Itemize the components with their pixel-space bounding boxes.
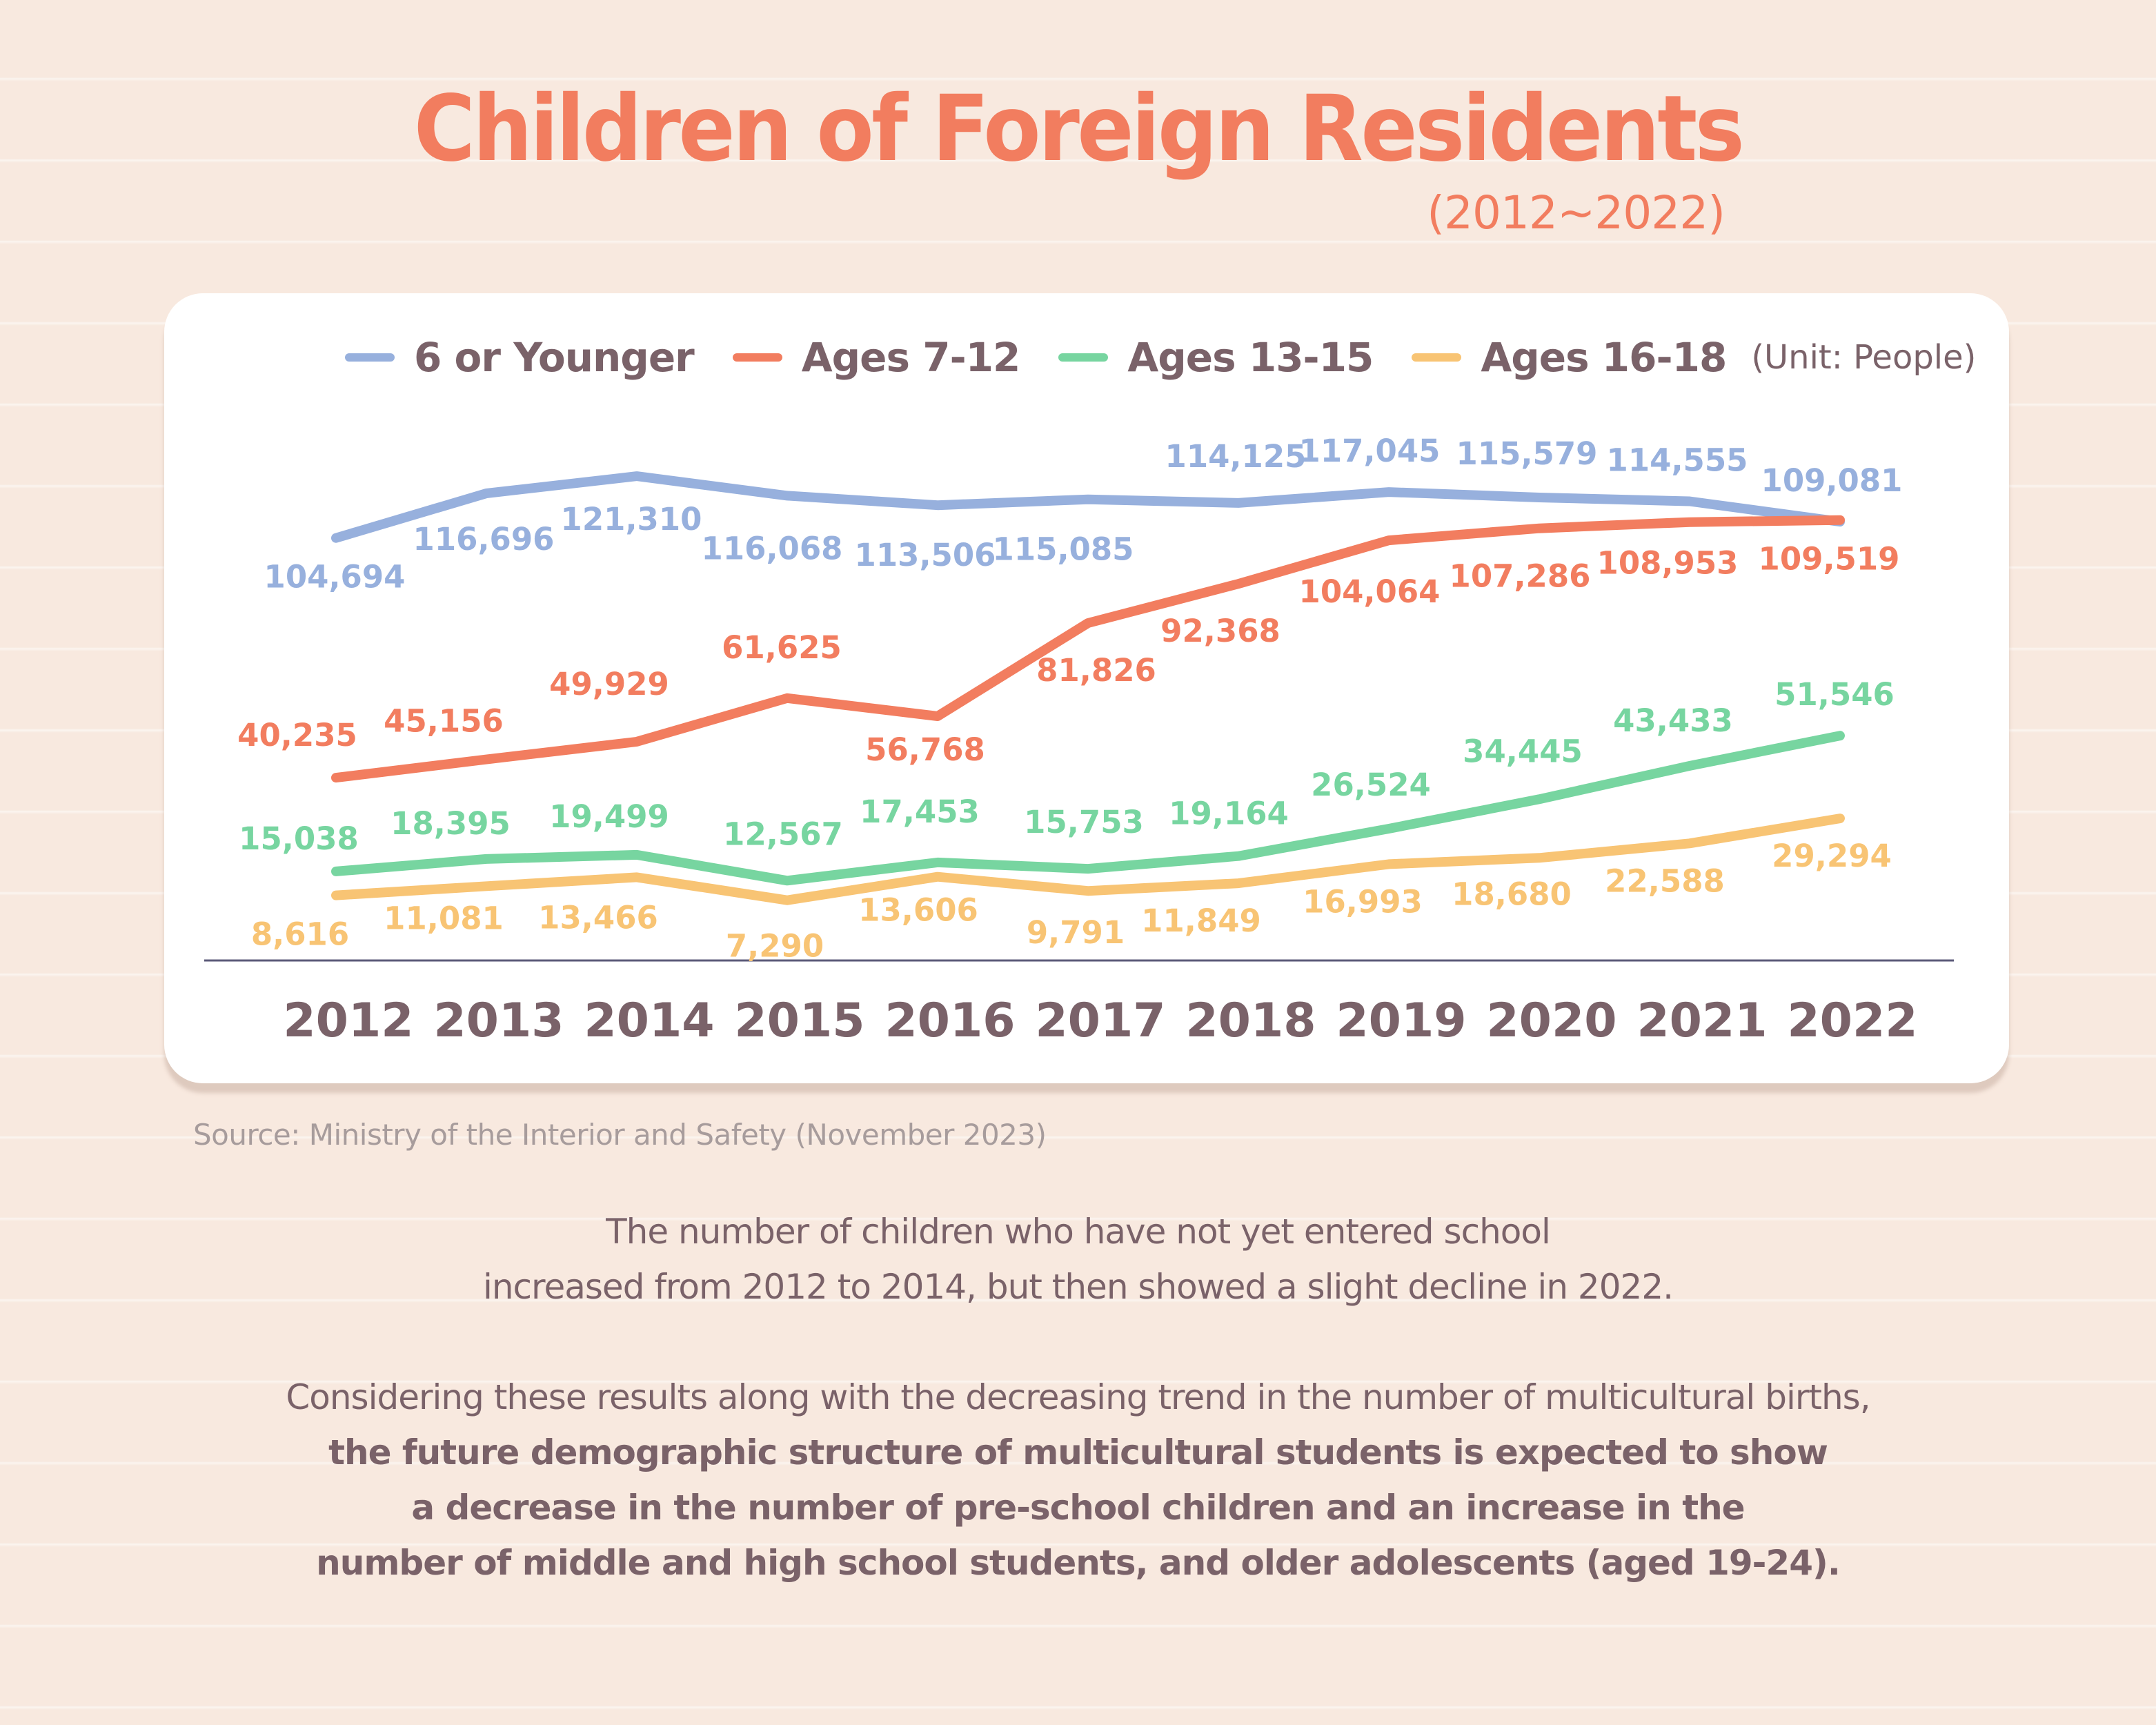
data-label: 108,953 bbox=[1597, 545, 1739, 582]
summary-bold-line: the future demographic structure of mult… bbox=[328, 1432, 1828, 1472]
x-tick-label: 2014 bbox=[584, 994, 714, 1048]
data-label: 49,929 bbox=[549, 666, 669, 702]
data-label: 51,546 bbox=[1774, 676, 1895, 713]
legend-item-ages-16-18: Ages 16-18 bbox=[1412, 334, 1727, 381]
legend-label: Ages 7-12 bbox=[801, 334, 1021, 381]
data-label: 104,694 bbox=[264, 559, 406, 595]
x-tick-label: 2013 bbox=[433, 994, 564, 1048]
data-label: 115,579 bbox=[1456, 435, 1598, 472]
x-tick-label: 2022 bbox=[1787, 994, 1917, 1048]
data-label: 11,081 bbox=[384, 900, 504, 936]
data-label: 92,368 bbox=[1160, 613, 1280, 649]
chart-legend: 6 or Younger Ages 7-12 Ages 13-15 Ages 1… bbox=[345, 330, 1976, 385]
legend-item-6-or-younger: 6 or Younger bbox=[345, 334, 695, 381]
data-label: 19,164 bbox=[1169, 796, 1289, 832]
data-label: 113,506 bbox=[855, 537, 996, 573]
page-title: Children of Foreign Residents bbox=[413, 76, 1745, 182]
summary-line: The number of children who have not yet … bbox=[606, 1212, 1551, 1252]
data-label: 61,625 bbox=[722, 629, 842, 666]
x-tick-label: 2020 bbox=[1486, 994, 1616, 1048]
data-label: 17,453 bbox=[860, 793, 980, 830]
summary-bold-line: number of middle and high school student… bbox=[316, 1543, 1841, 1583]
legend-swatch-6-or-younger bbox=[345, 353, 395, 362]
legend-label: 6 or Younger bbox=[414, 334, 695, 381]
data-label: 9,791 bbox=[1027, 914, 1125, 951]
data-label: 16,993 bbox=[1303, 883, 1423, 920]
data-label: 13,466 bbox=[538, 899, 658, 936]
data-label: 116,696 bbox=[413, 521, 555, 558]
legend-swatch-ages-16-18 bbox=[1412, 353, 1462, 362]
data-label: 40,235 bbox=[237, 717, 357, 753]
summary-paragraph-2: Considering these results along with the… bbox=[0, 1370, 2156, 1590]
data-label: 11,849 bbox=[1141, 903, 1261, 939]
unit-label: (Unit: People) bbox=[1751, 338, 1977, 377]
x-tick-label: 2019 bbox=[1336, 994, 1466, 1048]
data-label: 43,433 bbox=[1613, 702, 1733, 739]
data-label: 104,064 bbox=[1299, 573, 1441, 610]
chart-card bbox=[164, 293, 2009, 1083]
data-label: 13,606 bbox=[858, 892, 978, 929]
data-label: 116,068 bbox=[702, 530, 843, 566]
data-label: 29,294 bbox=[1772, 838, 1892, 874]
data-label: 109,519 bbox=[1759, 541, 1900, 578]
data-label: 81,826 bbox=[1036, 652, 1156, 689]
summary-line: Considering these results along with the… bbox=[286, 1377, 1870, 1417]
x-tick-label: 2018 bbox=[1185, 994, 1316, 1048]
x-tick-label: 2012 bbox=[283, 994, 413, 1048]
legend-item-ages-7-12: Ages 7-12 bbox=[732, 334, 1021, 381]
data-label: 8,616 bbox=[251, 916, 349, 953]
summary-paragraph-1: The number of children who have not yet … bbox=[0, 1204, 2156, 1314]
data-label: 18,680 bbox=[1452, 876, 1572, 912]
x-tick-label: 2017 bbox=[1035, 994, 1165, 1048]
data-label: 26,524 bbox=[1311, 767, 1431, 803]
data-label: 45,156 bbox=[384, 703, 504, 740]
summary-bold-line: a decrease in the number of pre-school c… bbox=[411, 1488, 1745, 1528]
data-label: 117,045 bbox=[1299, 433, 1441, 469]
data-label: 114,125 bbox=[1165, 438, 1307, 475]
data-label: 107,286 bbox=[1450, 558, 1591, 595]
data-label: 56,768 bbox=[865, 731, 985, 768]
legend-swatch-ages-7-12 bbox=[732, 353, 782, 362]
data-label: 34,445 bbox=[1463, 733, 1583, 769]
data-label: 121,310 bbox=[561, 501, 702, 538]
data-label: 114,555 bbox=[1607, 442, 1748, 479]
x-tick-label: 2016 bbox=[884, 994, 1015, 1048]
x-tick-label: 2021 bbox=[1636, 994, 1767, 1048]
data-label: 19,499 bbox=[549, 798, 669, 835]
summary-line: increased from 2012 to 2014, but then sh… bbox=[482, 1267, 1674, 1307]
series-line-6-or-younger bbox=[331, 471, 1845, 543]
data-label: 18,395 bbox=[390, 805, 511, 842]
data-label: 7,290 bbox=[726, 928, 824, 965]
data-label: 109,081 bbox=[1761, 462, 1903, 499]
legend-label: Ages 13-15 bbox=[1127, 334, 1374, 381]
data-label: 22,588 bbox=[1605, 862, 1725, 899]
x-tick-label: 2015 bbox=[734, 994, 864, 1048]
page-subtitle: (2012~2022) bbox=[1427, 186, 1725, 239]
series-line-ages-13-15 bbox=[331, 731, 1845, 886]
data-label: 15,038 bbox=[239, 820, 359, 857]
source-note: Source: Ministry of the Interior and Saf… bbox=[193, 1118, 1047, 1152]
data-label: 115,085 bbox=[993, 531, 1134, 568]
legend-label: Ages 16-18 bbox=[1481, 334, 1727, 381]
legend-swatch-ages-13-15 bbox=[1058, 353, 1109, 362]
series-line-ages-7-12 bbox=[331, 515, 1845, 783]
legend-item-ages-13-15: Ages 13-15 bbox=[1058, 334, 1374, 381]
data-label: 15,753 bbox=[1024, 804, 1144, 840]
series-line-ages-16-18 bbox=[331, 814, 1845, 905]
data-label: 12,567 bbox=[723, 816, 843, 852]
